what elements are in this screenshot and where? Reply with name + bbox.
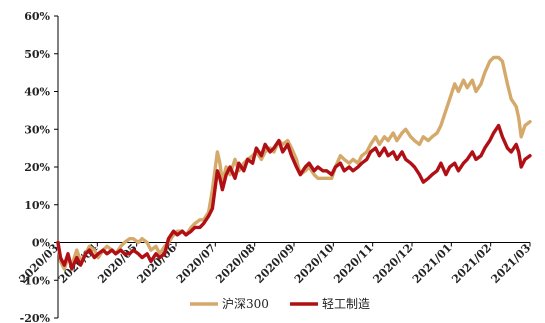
y-tick-label: 0% bbox=[32, 237, 51, 250]
y-tick-label: 30% bbox=[24, 123, 50, 136]
x-tick-label: 2020/10 bbox=[292, 241, 337, 286]
y-tick-label: 50% bbox=[24, 48, 50, 61]
legend-entry-1: 轻工制造 bbox=[290, 297, 370, 311]
y-tick-label: 60% bbox=[24, 10, 50, 23]
y-tick-label: 20% bbox=[24, 161, 50, 174]
x-tick-label: 2021/01 bbox=[410, 241, 455, 286]
y-tick-label: 40% bbox=[24, 86, 50, 99]
x-tick-label: 2020/12 bbox=[371, 241, 416, 286]
y-tick-label: -20% bbox=[20, 312, 51, 323]
x-tick-label: 2020/11 bbox=[331, 241, 376, 286]
y-tick-label: -10% bbox=[20, 274, 51, 287]
x-tick-label: 2020/07 bbox=[174, 241, 219, 286]
series-line-0 bbox=[56, 55, 532, 271]
series-line-1 bbox=[56, 123, 532, 271]
y-tick-label: 10% bbox=[24, 199, 50, 212]
x-tick-label: 2021/02 bbox=[449, 241, 494, 286]
x-tick-label: 2021/03 bbox=[489, 241, 534, 286]
legend-label: 沪深300 bbox=[222, 297, 269, 311]
x-tick-label: 2020/08 bbox=[213, 241, 258, 286]
legend-label: 轻工制造 bbox=[322, 297, 370, 311]
legend-entry-0: 沪深300 bbox=[190, 297, 269, 311]
x-tick-label: 2020/09 bbox=[253, 241, 298, 286]
